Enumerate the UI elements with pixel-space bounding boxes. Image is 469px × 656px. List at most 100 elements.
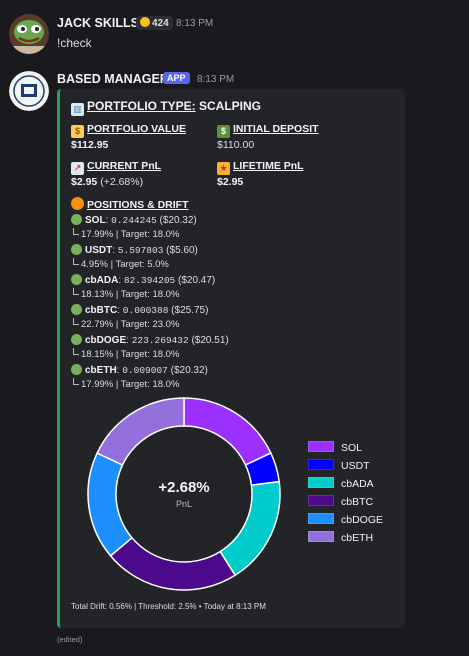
position-value: ($20.47) [175,275,216,286]
green-circle-icon [71,274,82,285]
position-row: USDT: 5.597803 ($5.60) [71,244,198,256]
position-value: ($25.75) [168,305,209,316]
legend-item-cbdoge[interactable]: cbDOGE [308,513,383,526]
position-value: ($20.32) [167,365,208,376]
edited-label: (edited) [57,635,83,644]
avatar-jack-skills[interactable] [9,14,49,54]
green-circle-icon [71,304,82,315]
donut-slice-cbeth [96,397,185,466]
tree-corner-icon [73,258,79,265]
position-row: cbETH: 0.009007 ($20.32) [71,364,208,376]
app-tag: APP [163,72,190,84]
badge-count: 424 [152,18,169,29]
portfolio-value-amount: $112.95 [71,139,109,151]
drift-text: 17.99% | Target: 18.0% [81,379,180,390]
position-symbol: SOL [85,215,106,226]
message-timestamp-bot: 8:13 PM [197,74,235,85]
message-timestamp: 8:13 PM [176,18,214,29]
donut-hole [117,427,251,561]
money-bag-icon: $ [71,125,84,138]
avatar-based-manager[interactable] [9,71,49,111]
initial-deposit-label: INITIAL DEPOSIT [233,123,319,135]
field-current-pnl: ↗ CURRENT PnL [71,160,161,175]
legend-label: cbBTC [341,496,374,508]
legend-swatch [308,441,334,452]
portfolio-value-label: PORTFOLIO VALUE [87,123,186,135]
legend-swatch [308,531,334,542]
initial-deposit: $110.00 [217,139,255,151]
drift-text: 18.15% | Target: 18.0% [81,349,180,360]
legend-label: cbADA [341,478,374,490]
current-pnl-label: CURRENT PnL [87,160,162,172]
chart-emoji-icon: ▥ [71,103,84,116]
legend-item-cbada[interactable]: cbADA [308,477,374,490]
embed-footer: Total Drift: 0.56% | Threshold: 2.5% • T… [71,602,266,611]
lifetime-pnl-label: LIFETIME PnL [233,160,304,172]
current-pnl: $2.95 (+2.68%) [71,176,143,188]
donut-center-label: +2.68% [158,479,209,496]
legend-item-cbbtc[interactable]: cbBTC [308,495,373,508]
position-amount: 223.269432 [131,335,189,346]
tree-corner-icon [73,348,79,355]
status-badge: 424 [136,16,173,30]
position-symbol: cbADA [85,275,119,286]
position-symbol: USDT [85,245,113,256]
lifetime-pnl-amount: $2.95 [217,176,244,188]
position-drift: 4.95% | Target: 5.0% [73,258,169,270]
message-text: !check [57,36,92,50]
position-amount: 0.244245 [111,215,157,226]
legend-label: cbDOGE [341,514,384,526]
position-symbol: cbDOGE [85,335,127,346]
drift-text: 17.99% | Target: 18.0% [81,229,180,240]
legend-item-cbeth[interactable]: cbETH [308,531,373,544]
green-circle-icon [71,244,82,255]
bot-logo-icon [9,71,49,111]
tree-corner-icon [73,378,79,385]
field-initial-deposit: $ INITIAL DEPOSIT [217,123,319,138]
positions-label: POSITIONS & DRIFT [87,199,189,211]
position-value: ($20.32) [156,215,197,226]
position-symbol: cbETH [85,365,117,376]
legend-item-usdt[interactable]: USDT [308,459,370,472]
author-name-bot[interactable]: BASED MANAGER [57,72,169,86]
legend-label: SOL [341,442,363,454]
position-drift: 18.15% | Target: 18.0% [73,348,179,360]
position-amount: 82.394205 [123,275,176,286]
legend-item-sol[interactable]: SOL [308,441,362,454]
drift-text: 4.95% | Target: 5.0% [81,259,169,270]
chart-up-icon: ↗ [71,162,84,175]
trophy-icon: ★ [217,162,230,175]
author-name[interactable]: JACK SKILLS [57,16,139,30]
portfolio-embed: ▥ PORTFOLIO TYPE: SCALPING $ PORTFOLIO VAL… [57,89,405,628]
lifetime-pnl: $2.95 [217,176,243,188]
position-row: cbBTC: 0.000388 ($25.75) [71,304,208,316]
donut-center-sublabel: PnL [176,499,192,509]
tree-corner-icon [73,288,79,295]
green-circle-icon [71,364,82,375]
legend-swatch [308,495,334,506]
position-symbol: cbBTC [85,305,118,316]
green-circle-icon [71,214,82,225]
title-prefix: PORTFOLIO TYPE: [87,99,196,113]
field-positions: POSITIONS & DRIFT [71,197,189,211]
position-amount: 5.597803 [117,245,164,256]
current-pnl-amount: $2.95 [71,176,98,188]
position-drift: 17.99% | Target: 18.0% [73,228,179,240]
position-drift: 22.79% | Target: 23.0% [73,318,179,330]
position-row: cbADA: 82.394205 ($20.47) [71,274,215,286]
embed-title: ▥ PORTFOLIO TYPE: SCALPING [71,99,261,116]
legend-label: cbETH [341,532,374,544]
position-row: SOL: 0.244245 ($20.32) [71,214,197,226]
tree-corner-icon [73,228,79,235]
legend-swatch [308,513,334,524]
legend-label: USDT [341,460,370,472]
frog-avatar-icon [9,14,49,54]
legend-swatch [308,477,334,488]
field-lifetime-pnl: ★ LIFETIME PnL [217,160,304,175]
position-value: ($20.51) [188,335,229,346]
drift-text: 22.79% | Target: 23.0% [81,319,180,330]
position-drift: 17.99% | Target: 18.0% [73,378,179,390]
legend-swatch [308,459,334,470]
current-pnl-pct: (+2.68%) [100,176,144,188]
position-row: cbDOGE: 223.269432 ($20.51) [71,334,229,346]
